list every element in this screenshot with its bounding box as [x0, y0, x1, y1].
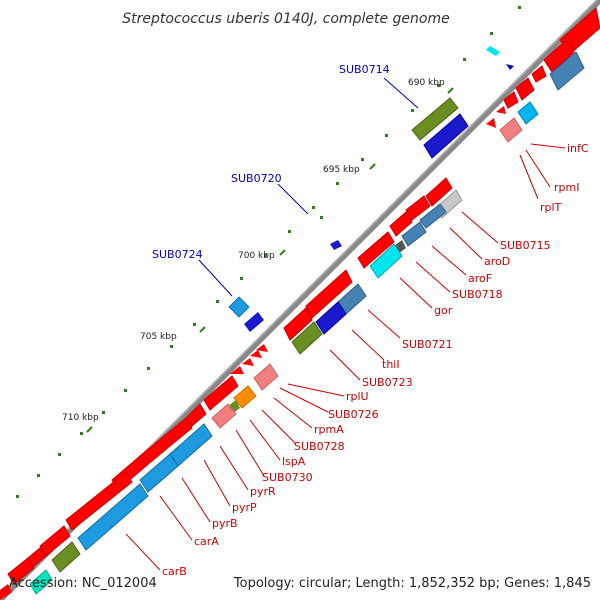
- feature-red-25: [27, 547, 47, 567]
- outer-features: [228, 46, 514, 332]
- feature-sub0724-blue: [244, 312, 264, 332]
- gene-label-sub0720: SUB0720: [231, 172, 282, 185]
- feature-cyan-04: [139, 453, 179, 493]
- inner-leader-lines: [125, 143, 566, 571]
- feature-red-07: [486, 118, 496, 128]
- feature-pink-01: [499, 117, 523, 143]
- feature-sub0714-olive: [411, 97, 459, 141]
- outer-leader-lines: [198, 77, 419, 297]
- feature-red-26: [7, 557, 35, 585]
- feature-sub0724-cyan: [228, 296, 250, 318]
- accession-text: Accession: NC_012004: [9, 576, 157, 591]
- feature-olive-01: [291, 321, 323, 355]
- kbp-tick-ring: [16, 6, 521, 498]
- feature-red-17: [230, 366, 244, 374]
- gene-label-rplU: rplU: [346, 390, 369, 403]
- gene-label-gor: gor: [434, 304, 453, 317]
- feature-red-16: [242, 358, 254, 366]
- gene-label-sub0730: SUB0730: [262, 471, 313, 484]
- feature-cyan-05: [77, 483, 149, 551]
- inner-gene-labels: infC rpmI rplT SUB0715 aroD aroF SUB0718…: [162, 142, 589, 578]
- kbp-major-ticks: [86, 87, 454, 433]
- genome-summary-text: Topology: circular; Length: 1,852,352 bp…: [233, 576, 591, 591]
- feature-steelblue-02: [419, 203, 447, 229]
- feature-teal-01: [29, 569, 53, 595]
- gene-label-lspA: lspA: [282, 455, 306, 468]
- feature-red-23: [65, 471, 133, 531]
- gene-label-sub0726: SUB0726: [328, 408, 379, 421]
- gene-label-sub0714: SUB0714: [339, 63, 390, 76]
- gene-label-thiI: thiI: [382, 358, 400, 371]
- feature-pink-03: [211, 403, 237, 429]
- feature-red-05: [503, 91, 519, 109]
- feature-steelblue-01: [549, 51, 585, 91]
- gene-label-aroD: aroD: [484, 255, 510, 268]
- feature-orange-01: [233, 385, 257, 409]
- kbp-label-705: 705 kbp: [140, 332, 177, 342]
- feature-small-cyan: [486, 46, 500, 56]
- feature-red-15: [256, 344, 268, 352]
- feature-steelblue-03: [401, 221, 427, 247]
- gene-label-carB: carB: [162, 565, 187, 578]
- kbp-label-695: 695 kbp: [323, 165, 360, 175]
- feature-red-11: [357, 231, 395, 269]
- feature-olive-02: [51, 541, 81, 573]
- gene-label-pyrP: pyrP: [232, 501, 257, 514]
- feature-red-14: [250, 350, 262, 358]
- gene-label-rpmA: rpmA: [314, 423, 344, 436]
- feature-small-mark: [320, 216, 323, 219]
- feature-red-12: [305, 269, 353, 319]
- gene-label-pyrB: pyrB: [212, 517, 238, 530]
- gene-label-infC: infC: [567, 142, 589, 155]
- gene-label-sub0728: SUB0728: [294, 440, 345, 453]
- gene-label-rplT: rplT: [540, 201, 562, 214]
- gene-label-pyrR: pyrR: [250, 485, 276, 498]
- gene-label-sub0724: SUB0724: [152, 248, 203, 261]
- map-title: Streptococcus uberis 0140J, complete gen…: [122, 11, 449, 27]
- feature-red-02: [543, 39, 575, 73]
- feature-red-03: [531, 65, 547, 83]
- gene-label-rpmI: rpmI: [554, 181, 579, 194]
- feature-red-19: [185, 403, 207, 427]
- gene-label-sub0723: SUB0723: [362, 376, 413, 389]
- feature-cyan-01: [517, 101, 539, 125]
- feature-red-10: [389, 211, 413, 237]
- feature-red-04: [515, 77, 535, 101]
- gene-label-carA: carA: [194, 535, 219, 548]
- inner-features: [0, 7, 600, 600]
- feature-sub0714-blue: [423, 113, 469, 159]
- gene-label-sub0721: SUB0721: [402, 338, 453, 351]
- feature-red-18: [203, 375, 239, 411]
- gene-label-sub0718: SUB0718: [452, 288, 503, 301]
- gene-label-sub0715: SUB0715: [500, 239, 551, 252]
- outer-gene-labels: SUB0714 SUB0720 SUB0724: [152, 63, 390, 261]
- feature-red-27: [0, 584, 12, 600]
- kbp-label-710: 710 kbp: [62, 413, 99, 423]
- gene-label-aroF: aroF: [468, 272, 492, 285]
- feature-blue-01: [315, 301, 347, 335]
- kbp-label-690: 690 kbp: [408, 78, 445, 88]
- feature-cyan-02: [369, 243, 403, 279]
- feature-small-blue: [506, 64, 514, 70]
- feature-red-08: [425, 177, 453, 207]
- feature-sub0720-blue: [330, 240, 342, 250]
- feature-red-06: [496, 106, 506, 114]
- feature-red-09: [405, 195, 431, 221]
- feature-pink-02: [253, 363, 279, 391]
- kbp-label-700: 700 kbp: [238, 251, 275, 261]
- feature-red-13: [283, 307, 313, 341]
